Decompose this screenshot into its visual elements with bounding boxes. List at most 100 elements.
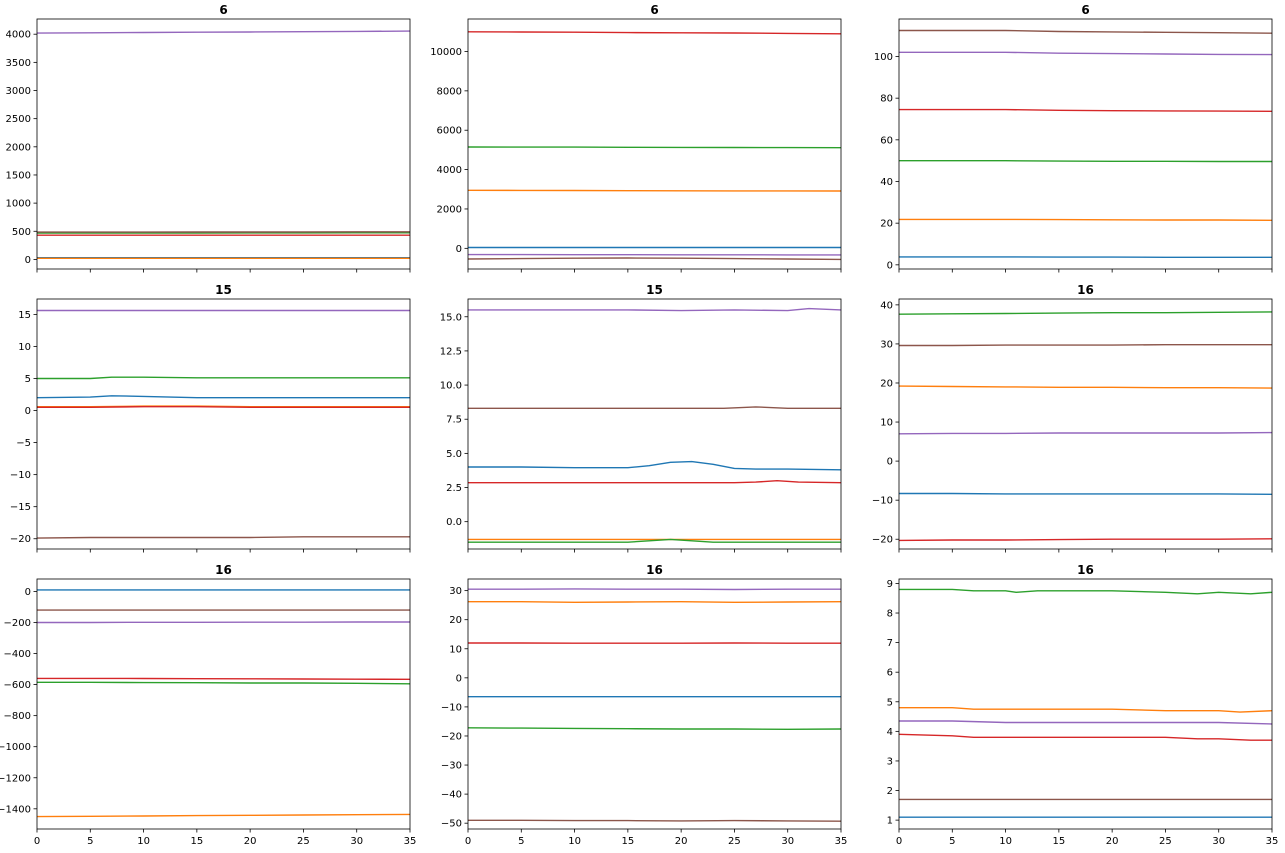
series-line-3 — [467, 146, 842, 149]
y-tick-label: −10 — [441, 702, 462, 713]
subplot-title: 15 — [646, 283, 663, 297]
y-tick-label: 4000 — [6, 30, 31, 41]
y-tick-label: 20 — [880, 378, 893, 389]
y-tick-label: −1200 — [0, 773, 31, 784]
x-tick-label: 0 — [896, 836, 902, 847]
series-line-4 — [467, 31, 842, 35]
series-line-5 — [898, 431, 1273, 435]
series-line-2 — [899, 218, 1273, 221]
y-tick-label: −1000 — [0, 742, 31, 753]
y-tick-label: 8 — [887, 609, 893, 620]
y-tick-label: −20 — [10, 534, 31, 545]
x-tick-label: 15 — [190, 836, 203, 847]
axes-frame — [467, 18, 842, 270]
y-tick-label: 500 — [12, 227, 31, 238]
y-tick-label: −400 — [4, 649, 31, 660]
y-tick-label: 40 — [880, 300, 893, 311]
y-tick-label: 4 — [887, 727, 893, 738]
subplot-9: 16 1 2 3 4 5 6 7 8 9 0 5 10 15 20 25 30 35 — [887, 563, 1279, 847]
y-tick-label: 30 — [449, 586, 462, 597]
y-tick-label: 2.5 — [446, 483, 462, 494]
x-tick-label: 10 — [137, 836, 150, 847]
x-tick-label: 25 — [728, 836, 741, 847]
x-tick-label: 10 — [999, 836, 1012, 847]
y-tick-label: −40 — [441, 790, 462, 801]
y-tick-label: 3000 — [6, 86, 31, 97]
subplot-title: 16 — [215, 563, 232, 577]
series-line-3 — [899, 159, 1272, 163]
subplot-1: 6 0 500 1000 1500 2000 2500 3000 3500 4000 — [6, 3, 411, 273]
subplot-4: 15 −20 −15 −10 −5 0 5 10 15 — [10, 283, 411, 553]
series-line-4 — [899, 108, 1273, 112]
y-tick-label: −10 — [872, 496, 893, 507]
y-tick-label: 0 — [887, 260, 893, 271]
axes-frame — [467, 578, 842, 830]
y-tick-label: 2000 — [437, 204, 462, 215]
series-line-6 — [36, 536, 410, 539]
subplot-title: 6 — [1081, 3, 1089, 17]
y-tick-label: 12.5 — [440, 346, 462, 357]
series-line-1 — [468, 460, 842, 471]
y-tick-label: 3500 — [6, 58, 31, 69]
y-tick-label: 6 — [887, 668, 893, 679]
subplot-7: 16 −1400 −1200 −1000 −800 −600 −400 −200 0 0 5 10 15… — [0, 563, 416, 847]
subplot-8: 16 −50 −40 −30 −20 −10 0 10 20 30 0 5 10 15 20 25 30 35 — [441, 563, 847, 847]
y-tick-label: 10000 — [430, 47, 462, 58]
y-tick-label: 3 — [887, 756, 893, 767]
y-tick-label: 2 — [887, 786, 893, 797]
axes-frame — [36, 578, 411, 830]
axes-frame — [898, 18, 1273, 270]
subplot-grid: 6050010001500200025003000350040006020004… — [0, 3, 1278, 847]
y-tick-label: −10 — [10, 470, 31, 481]
y-tick-label: 20 — [449, 615, 462, 626]
x-tick-label: 20 — [1106, 836, 1119, 847]
axes-frame — [36, 298, 411, 550]
series-line-5 — [899, 720, 1273, 725]
y-tick-label: −800 — [4, 711, 31, 722]
y-tick-label: −5 — [16, 438, 31, 449]
series-line-1 — [899, 492, 1273, 495]
y-tick-label: 0 — [25, 255, 31, 266]
y-tick-label: 10 — [449, 644, 462, 655]
x-tick-label: 30 — [350, 836, 363, 847]
y-tick-label: 5.0 — [446, 449, 462, 460]
series-line-4 — [898, 538, 1273, 542]
series-line-3 — [467, 727, 842, 730]
y-tick-label: −30 — [441, 761, 462, 772]
y-tick-label: 1 — [887, 816, 893, 827]
x-tick-label: 35 — [835, 836, 848, 847]
x-tick-label: 20 — [675, 836, 688, 847]
series-line-4 — [898, 733, 1272, 741]
series-line-5 — [899, 51, 1273, 56]
y-tick-label: 0 — [887, 457, 893, 468]
subplot-2: 6 0 2000 4000 6000 8000 10000 — [430, 3, 842, 273]
x-tick-label: 0 — [34, 836, 40, 847]
y-tick-label: 40 — [880, 177, 893, 188]
axes-frame — [36, 18, 411, 270]
x-tick-label: 0 — [465, 836, 471, 847]
subplot-6: 16 −20 −10 0 10 20 30 40 — [872, 283, 1273, 553]
y-tick-label: −20 — [872, 535, 893, 546]
subplot-title: 16 — [1077, 563, 1094, 577]
series-line-3 — [898, 311, 1273, 315]
x-tick-label: 10 — [568, 836, 581, 847]
subplot-title: 16 — [1077, 283, 1094, 297]
subplot-5: 15 0.0 2.5 5.0 7.5 10.0 12.5 15.0 — [440, 283, 842, 553]
y-tick-label: 20 — [880, 219, 893, 230]
y-tick-label: 9 — [887, 579, 893, 590]
x-tick-label: 25 — [297, 836, 310, 847]
subplot-title: 15 — [215, 283, 232, 297]
y-tick-label: −15 — [10, 502, 31, 513]
y-tick-label: 5 — [887, 697, 893, 708]
series-line-4 — [468, 480, 842, 484]
x-tick-label: 35 — [404, 836, 417, 847]
series-line-1 — [36, 395, 410, 399]
y-tick-label: 8000 — [437, 86, 462, 97]
y-tick-label: 0 — [456, 673, 462, 684]
y-tick-label: 60 — [880, 135, 893, 146]
series-line-3 — [899, 588, 1273, 595]
y-tick-label: 0.0 — [446, 517, 462, 528]
series-line-4 — [37, 406, 410, 408]
